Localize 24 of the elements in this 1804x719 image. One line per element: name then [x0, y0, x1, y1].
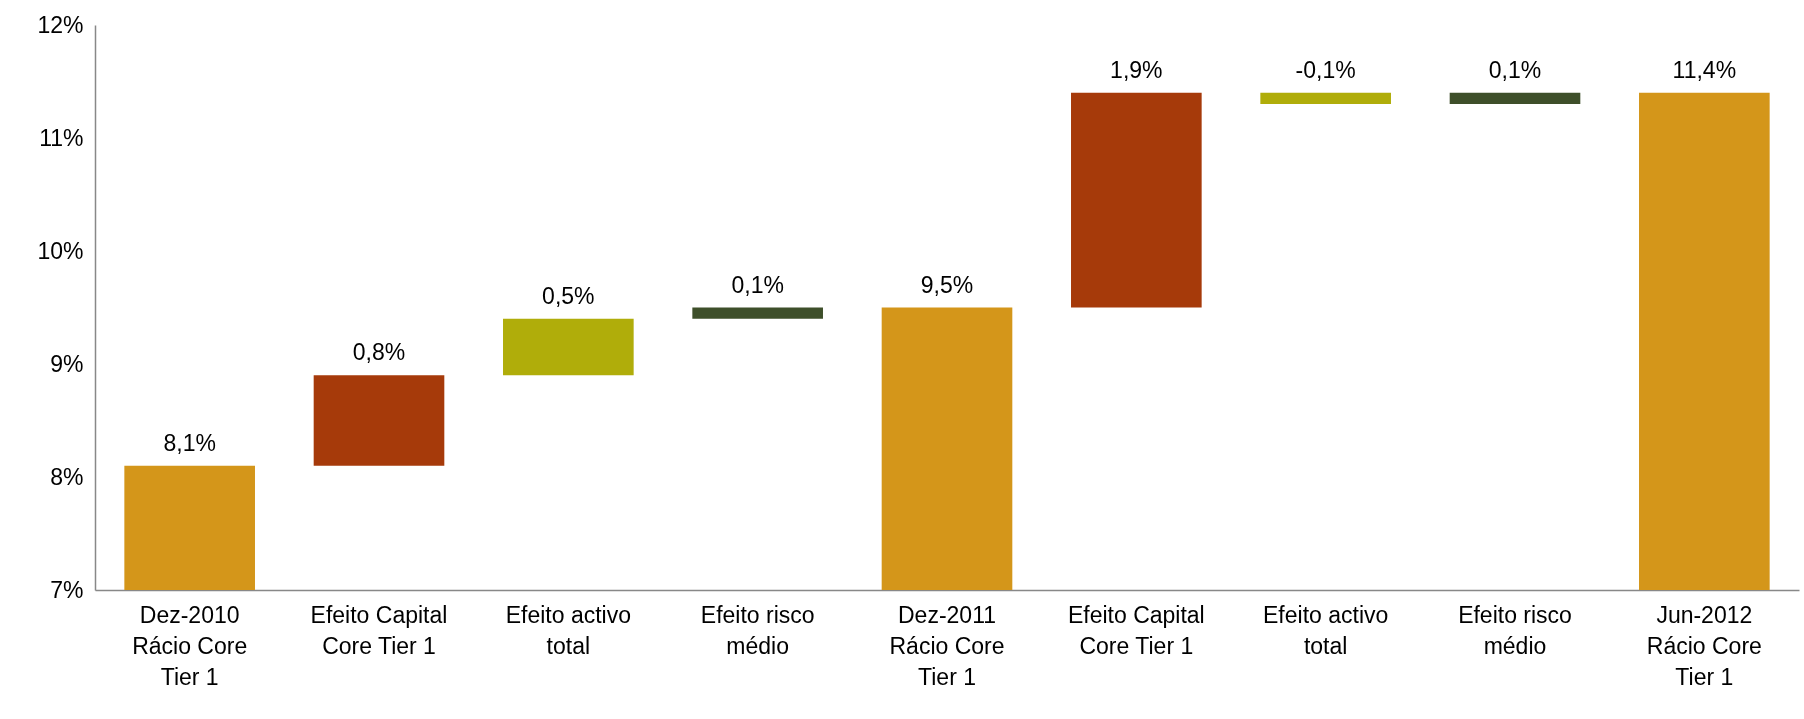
y-tick-label: 12% [37, 11, 84, 38]
y-tick-label: 8% [50, 463, 84, 490]
x-tick-label: Efeito Capital Core Tier 1 [310, 601, 448, 659]
data-label: 8,1% [163, 429, 216, 456]
x-tick-label: Dez-2011 Rácio Core Tier 1 [889, 601, 1005, 690]
x-tick-label: Efeito activo total [1263, 601, 1389, 659]
data-label: 0,1% [731, 271, 784, 298]
x-tick-label: Jun-2012 Rácio Core Tier 1 [1646, 601, 1762, 690]
x-tick-label: Efeito activo total [505, 601, 631, 659]
data-label: 0,5% [542, 282, 595, 309]
x-tick-label: Efeito risco médio [700, 601, 815, 659]
y-tick-label: 11% [39, 124, 84, 151]
y-tick-label: 9% [50, 350, 84, 377]
data-label: 0,8% [352, 339, 406, 366]
y-tick-label: 7% [50, 576, 84, 603]
data-label: 1,9% [1110, 56, 1163, 83]
data-label: 9,5% [920, 271, 974, 298]
data-label: 0,1% [1488, 56, 1542, 83]
y-tick-label: 10% [37, 237, 84, 264]
x-tick-label: Efeito Capital Core Tier 1 [1067, 601, 1205, 659]
x-tick-label: Efeito risco médio [1458, 601, 1572, 659]
data-label: -0,1% [1295, 56, 1356, 83]
x-tick-label: Dez-2010 Rácio Core Tier 1 [132, 601, 248, 690]
data-label: 11,4% [1672, 56, 1737, 83]
